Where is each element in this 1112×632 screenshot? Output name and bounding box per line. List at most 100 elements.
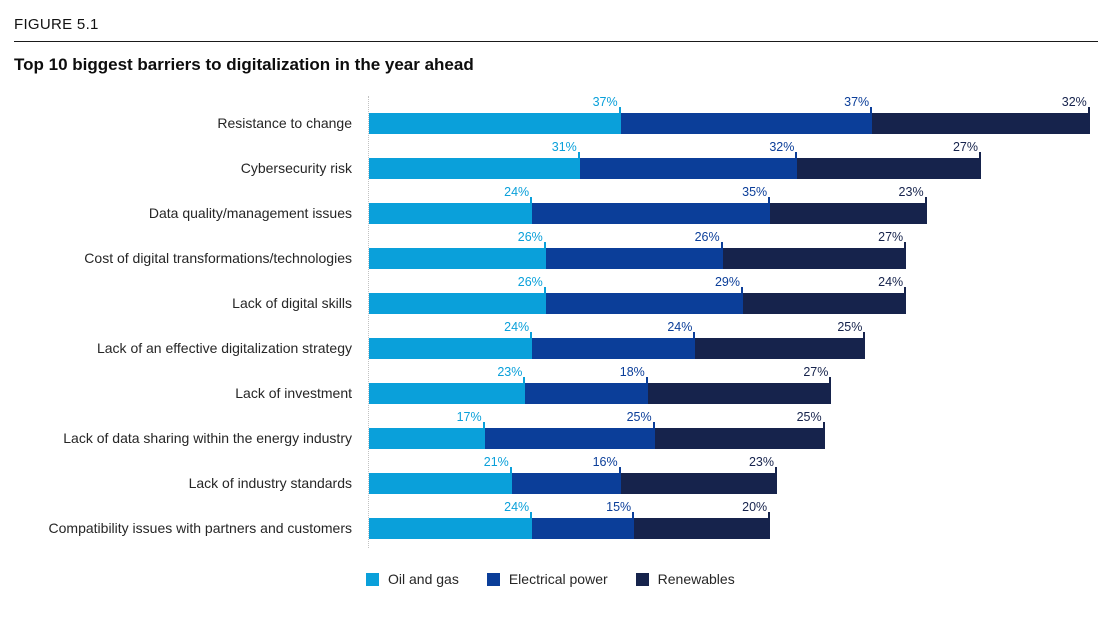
value-tick	[774, 467, 777, 473]
chart-row: Lack of industry standards 21% 16% 23%	[0, 452, 1112, 497]
bar-segment-electrical-power: 25%	[484, 410, 655, 449]
value-label: 26%	[694, 230, 720, 244]
chart-row: Lack of investment 23% 18% 27%	[0, 362, 1112, 407]
bar-segment-electrical-power: 35%	[532, 185, 771, 224]
legend-item-oil-and-gas: Oil and gas	[366, 571, 459, 587]
value-tick	[530, 512, 533, 518]
bar-segment-renewables: 23%	[770, 185, 927, 224]
value-label: 24%	[667, 320, 693, 334]
bar-segment-renewables: 32%	[872, 95, 1090, 134]
category-label: Lack of digital skills	[232, 295, 352, 311]
bar-segment-oil-and-gas: 26%	[369, 230, 546, 269]
value-tick	[618, 467, 621, 473]
value-label: 23%	[748, 455, 774, 469]
category-label: Data quality/management issues	[148, 205, 352, 221]
value-label: 25%	[796, 410, 822, 424]
chart-row: Cost of digital transformations/technolo…	[0, 227, 1112, 272]
value-label: 25%	[626, 410, 652, 424]
bar-segment-oil-and-gas: 31%	[369, 140, 580, 179]
legend-swatch	[366, 572, 379, 586]
value-label: 37%	[844, 95, 870, 109]
value-tick	[543, 242, 546, 248]
value-tick	[795, 152, 798, 158]
category-label: Lack of industry standards	[188, 475, 352, 491]
value-label: 27%	[952, 140, 978, 154]
value-tick	[870, 107, 873, 113]
bar-track: 26% 26% 27%	[369, 230, 907, 269]
bar-segment-oil-and-gas: 26%	[369, 275, 546, 314]
bar-segment-renewables: 27%	[797, 140, 981, 179]
value-tick	[652, 422, 655, 428]
bar-segment-electrical-power: 37%	[620, 95, 873, 134]
bar-segment-renewables: 23%	[620, 455, 777, 494]
value-label: 23%	[898, 185, 924, 199]
value-label: 23%	[497, 365, 523, 379]
category-label: Resistance to change	[217, 115, 352, 131]
bar-segment-renewables: 27%	[647, 365, 832, 404]
legend-item-electrical-power: Electrical power	[486, 571, 608, 587]
value-tick	[720, 242, 723, 248]
value-tick	[740, 287, 743, 293]
bar-track: 26% 29% 24%	[369, 275, 907, 314]
bar-segment-oil-and-gas: 24%	[369, 320, 533, 359]
bar-segment-electrical-power: 16%	[511, 455, 621, 494]
bar-segment-electrical-power: 15%	[532, 500, 635, 539]
legend-label: Renewables	[657, 571, 735, 587]
bar-segment-renewables: 27%	[722, 230, 907, 269]
value-tick	[632, 512, 635, 518]
bar-track: 23% 18% 27%	[369, 365, 832, 404]
bar-track: 17% 25% 25%	[369, 410, 825, 449]
value-label: 24%	[504, 500, 530, 514]
value-label: 35%	[742, 185, 768, 199]
value-tick	[618, 107, 621, 113]
value-tick	[523, 377, 526, 383]
bar-segment-renewables: 25%	[695, 320, 866, 359]
bar-track: 21% 16% 23%	[369, 455, 777, 494]
bar-segment-renewables: 24%	[742, 275, 907, 314]
bar-track: 31% 32% 27%	[369, 140, 981, 179]
chart-row: Resistance to change 37% 37% 32%	[0, 92, 1112, 137]
value-label: 15%	[606, 500, 632, 514]
stacked-bar-chart: Resistance to change 37% 37% 32% Cybersecuri…	[0, 92, 1112, 552]
value-tick	[530, 332, 533, 338]
bar-segment-oil-and-gas: 17%	[369, 410, 485, 449]
chart-rows: Resistance to change 37% 37% 32% Cybersecuri…	[0, 92, 1112, 542]
value-label: 24%	[504, 185, 530, 199]
legend: Oil and gas Electrical power Renewables	[366, 571, 735, 587]
bar-segment-renewables: 25%	[654, 410, 825, 449]
category-label: Lack of an effective digitalization stra…	[96, 340, 352, 356]
value-label: 26%	[517, 230, 543, 244]
value-tick	[577, 152, 580, 158]
value-label: 21%	[483, 455, 509, 469]
bar-segment-oil-and-gas: 21%	[369, 455, 512, 494]
chart-row: Data quality/management issues 24% 35% 23%	[0, 182, 1112, 227]
chart-row: Lack of an effective digitalization stra…	[0, 317, 1112, 362]
chart-row: Lack of digital skills 26% 29% 24%	[0, 272, 1112, 317]
value-tick	[978, 152, 981, 158]
value-label: 17%	[456, 410, 482, 424]
bar-segment-oil-and-gas: 24%	[369, 185, 533, 224]
value-label: 27%	[803, 365, 829, 379]
value-tick	[1087, 107, 1090, 113]
value-label: 16%	[592, 455, 618, 469]
bar-segment-electrical-power: 32%	[579, 140, 798, 179]
category-label: Cost of digital transformations/technolo…	[84, 250, 352, 266]
bar-segment-electrical-power: 24%	[532, 320, 696, 359]
value-label: 24%	[504, 320, 530, 334]
chart-row: Lack of data sharing within the energy i…	[0, 407, 1112, 452]
bar-segment-electrical-power: 26%	[545, 230, 723, 269]
page-title: Top 10 biggest barriers to digitalizatio…	[14, 55, 474, 74]
value-label: 24%	[878, 275, 904, 289]
value-label: 32%	[769, 140, 795, 154]
value-tick	[543, 287, 546, 293]
value-label: 20%	[742, 500, 768, 514]
legend-label: Oil and gas	[388, 571, 459, 587]
bar-track: 37% 37% 32%	[369, 95, 1090, 134]
header-rule	[14, 41, 1098, 42]
chart-row: Compatibility issues with partners and c…	[0, 497, 1112, 542]
value-label: 27%	[878, 230, 904, 244]
value-tick	[904, 242, 907, 248]
value-tick	[822, 422, 825, 428]
legend-label: Electrical power	[508, 571, 608, 587]
value-tick	[530, 197, 533, 203]
